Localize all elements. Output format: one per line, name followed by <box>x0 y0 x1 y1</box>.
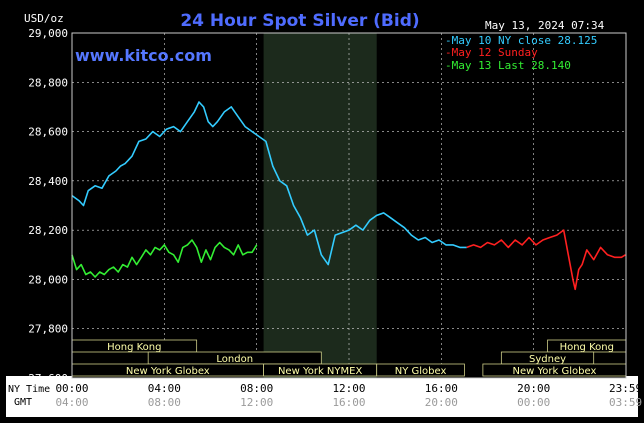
kitco-watermark: www.kitco.com <box>75 46 212 65</box>
y-tick-label: 28,800 <box>28 76 68 89</box>
session-label: Hong Kong <box>560 342 614 353</box>
legend: -May 10 NY close 28.125 -May 12 Sunday -… <box>445 34 597 72</box>
y-tick-label: 28,000 <box>28 273 68 286</box>
nymex-shaded-region <box>263 33 377 378</box>
x-tick-label-ny: 16:00 <box>425 382 458 395</box>
bottom-white-strip <box>6 376 638 417</box>
series-line <box>71 101 467 266</box>
session-label: Sydney <box>529 354 566 365</box>
x-tick-label-gmt: 12:00 <box>240 396 273 409</box>
x-tick-label-ny: 04:00 <box>148 382 181 395</box>
session-label: Hong Kong <box>107 342 161 353</box>
plot-border <box>71 32 627 379</box>
y-tick-label: 27,800 <box>28 323 68 336</box>
x-axis-ticks: 00:0004:0004:0008:0008:0012:0012:0016:00… <box>55 382 642 409</box>
session-label: New York Globex <box>126 366 210 377</box>
session-box <box>376 363 465 377</box>
y-tick-label: 29,000 <box>28 27 68 40</box>
series-line <box>71 239 258 278</box>
session-label: London <box>216 354 253 365</box>
legend-entry-may12: -May 12 Sunday <box>445 46 538 59</box>
y-tick-label: 28,200 <box>28 224 68 237</box>
legend-entry-may10: -May 10 NY close 28.125 <box>445 34 597 47</box>
x-tick-label-gmt: 08:00 <box>148 396 181 409</box>
x-tick-label-gmt: 16:00 <box>332 396 365 409</box>
x-tick-label-ny: 20:00 <box>517 382 550 395</box>
gmt-label: GMT <box>14 397 32 408</box>
x-tick-label-ny: 00:00 <box>55 382 88 395</box>
x-tick-label-ny: 12:00 <box>332 382 365 395</box>
x-tick-label-gmt: 03:59 <box>609 396 642 409</box>
session-label: NY Globex <box>395 366 447 377</box>
series-line <box>466 229 626 291</box>
legend-entry-may13: -May 13 Last 28.140 <box>445 59 571 72</box>
x-tick-label-gmt: 00:00 <box>517 396 550 409</box>
y-tick-label: 28,400 <box>28 175 68 188</box>
x-tick-label-gmt: 04:00 <box>55 396 88 409</box>
session-label: New York NYMEX <box>278 366 363 377</box>
y-axis-ticks: 29,000 28,800 28,600 28,400 28,200 28,000 27,8… <box>28 27 68 385</box>
session-label: New York Globex <box>513 366 597 377</box>
y-tick-label: 28,600 <box>28 126 68 139</box>
x-tick-label-ny: 08:00 <box>240 382 273 395</box>
date-stamp: May 13, 2024 07:34 <box>485 19 605 32</box>
ny-time-label: NY Time <box>8 384 50 395</box>
x-tick-label-gmt: 20:00 <box>425 396 458 409</box>
price-lines <box>71 101 626 291</box>
y-tick-label: 27,600 <box>28 372 68 385</box>
chart-title: 24 Hour Spot Silver (Bid) <box>180 11 419 31</box>
x-tick-label-ny: 23:59 <box>609 382 642 395</box>
unit-label: USD/oz <box>24 12 64 25</box>
